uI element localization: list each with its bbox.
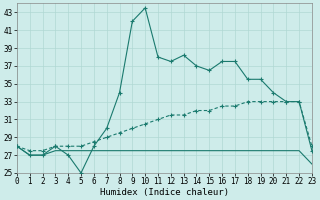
X-axis label: Humidex (Indice chaleur): Humidex (Indice chaleur) xyxy=(100,188,229,197)
